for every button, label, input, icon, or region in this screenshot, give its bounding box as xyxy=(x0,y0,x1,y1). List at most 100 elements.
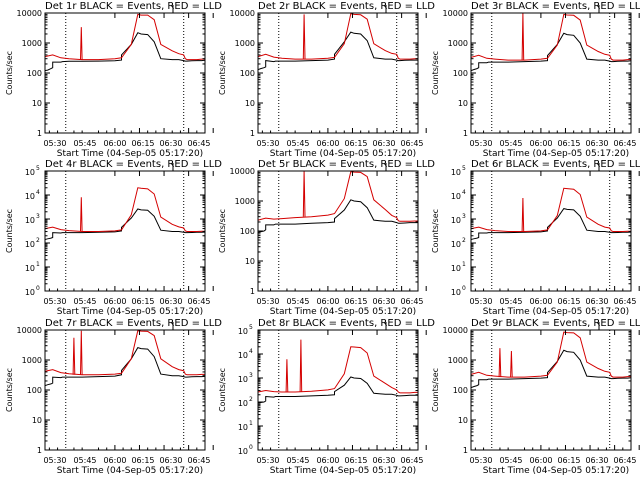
series-lld xyxy=(258,346,418,394)
y-tick-label: 100 xyxy=(240,227,255,236)
series-lld-spike xyxy=(521,13,525,61)
y-tick-label: 10 xyxy=(32,99,42,108)
chart-title: Det 4r BLACK = Events, RED = LLD xyxy=(45,159,222,170)
x-tick-label: 05:30 xyxy=(469,456,492,465)
y-tick-exponent: 1 xyxy=(36,261,40,268)
y-tick-label: 100 xyxy=(27,69,42,78)
corner-marker xyxy=(172,163,179,172)
y-axis-label: Counts/sec xyxy=(5,51,14,95)
x-tick-label: 05:30 xyxy=(43,297,66,306)
series-events xyxy=(471,208,631,240)
x-axis-label: Start Time (04-Sep-05 05:17:20) xyxy=(483,149,629,159)
y-tick-label: 10000 xyxy=(443,9,468,18)
y-tick-label: 1000 xyxy=(448,356,468,365)
y-tick-label: 10 xyxy=(451,168,461,177)
y-tick-label: 10 xyxy=(25,216,35,225)
x-tick-label: 05:45 xyxy=(73,297,96,306)
x-tick-label: 06:30 xyxy=(372,139,395,148)
x-tick-label: 06:30 xyxy=(372,297,395,306)
x-tick-label: 06:45 xyxy=(613,139,636,148)
chart-title: Det 6r BLACK = Events, RED = LLD xyxy=(471,159,640,170)
x-tick-label: 06:15 xyxy=(557,139,580,148)
y-tick-label: 10000 xyxy=(230,9,255,18)
series-lld-spike-2 xyxy=(80,330,83,375)
x-tick-label: 06:30 xyxy=(372,456,395,465)
x-tick-label: 06:45 xyxy=(400,456,423,465)
y-tick-label: 10000 xyxy=(230,167,255,176)
y-axis-label: Counts/sec xyxy=(218,209,227,253)
y-tick-exponent: 5 xyxy=(462,165,466,172)
y-tick-label: 1 xyxy=(37,129,42,138)
corner-marker xyxy=(385,322,392,331)
series-events xyxy=(258,199,418,233)
series-lld-spike xyxy=(302,171,306,217)
y-tick-label: 100 xyxy=(27,386,42,395)
x-axis-label: Start Time (04-Sep-05 05:17:20) xyxy=(483,307,629,317)
series-lld-spike-2 xyxy=(299,339,303,393)
y-tick-label: 10000 xyxy=(443,326,468,335)
y-tick-label: 10 xyxy=(25,240,35,249)
x-tick-label: 06:15 xyxy=(557,297,580,306)
chart-title: Det 5r BLACK = Events, RED = LLD xyxy=(258,159,435,170)
corner-marker xyxy=(385,5,392,14)
series-lld-spike-1 xyxy=(498,348,502,378)
y-tick-label: 10 xyxy=(238,447,248,456)
x-axis-label: Start Time (04-Sep-05 05:17:20) xyxy=(270,307,416,317)
series-lld-spike-1 xyxy=(285,359,289,393)
y-tick-exponent: 4 xyxy=(462,189,466,196)
chart-title: Det 8r BLACK = Events, RED = LLD xyxy=(258,318,435,329)
y-tick-label: 10 xyxy=(25,264,35,273)
x-axis-label: Start Time (04-Sep-05 05:17:20) xyxy=(270,149,416,159)
series-lld-spike xyxy=(80,27,83,60)
y-axis-label: Counts/sec xyxy=(5,209,14,253)
chart-title: Det 2r BLACK = Events, RED = LLD xyxy=(258,1,435,12)
corner-marker xyxy=(172,322,179,331)
series-events xyxy=(258,376,418,404)
y-tick-label: 10 xyxy=(238,423,248,432)
corner-marker xyxy=(598,5,605,14)
x-axis-label: Start Time (04-Sep-05 05:17:20) xyxy=(57,149,203,159)
x-tick-label: 06:15 xyxy=(557,456,580,465)
series-events xyxy=(45,208,205,240)
corner-marker xyxy=(598,163,605,172)
series-lld xyxy=(471,13,631,61)
y-tick-label: 10000 xyxy=(17,326,42,335)
x-tick-label: 06:45 xyxy=(613,297,636,306)
plot-frame xyxy=(44,329,206,451)
x-tick-label: 06:30 xyxy=(159,139,182,148)
x-axis-label: Start Time (04-Sep-05 05:17:20) xyxy=(57,466,203,476)
x-tick-label: 06:45 xyxy=(187,139,210,148)
plot-frame xyxy=(257,329,419,451)
x-tick-label: 06:00 xyxy=(529,456,552,465)
x-tick-label: 06:00 xyxy=(529,297,552,306)
y-tick-exponent: 4 xyxy=(36,189,40,196)
series-lld-spike xyxy=(521,197,525,232)
y-tick-label: 100 xyxy=(453,69,468,78)
x-tick-label: 05:45 xyxy=(73,139,96,148)
y-tick-exponent: 0 xyxy=(36,285,40,292)
y-tick-exponent: 0 xyxy=(249,444,253,451)
x-tick-label: 06:15 xyxy=(131,297,154,306)
x-tick-label: 06:00 xyxy=(529,139,552,148)
series-lld xyxy=(471,187,631,232)
y-axis-label: Counts/sec xyxy=(218,51,227,95)
y-tick-exponent: 2 xyxy=(36,237,40,244)
chart-title: Det 7r BLACK = Events, RED = LLD xyxy=(45,318,222,329)
chart-panel-9: Det 9r BLACK = Events, RED = LLD Counts/s… xyxy=(431,318,640,476)
series-lld-spike-1 xyxy=(72,337,76,375)
y-tick-exponent: 3 xyxy=(249,372,253,379)
series-lld xyxy=(45,330,205,376)
corner-marker xyxy=(385,163,392,172)
chart-title: Det 1r BLACK = Events, RED = LLD xyxy=(45,1,222,12)
y-tick-label: 1 xyxy=(463,129,468,138)
y-tick-exponent: 0 xyxy=(462,285,466,292)
x-tick-label: 05:45 xyxy=(499,297,522,306)
series-lld-spike-2 xyxy=(510,350,513,378)
y-tick-label: 10 xyxy=(25,192,35,201)
y-tick-exponent: 1 xyxy=(249,420,253,427)
y-axis-label: Counts/sec xyxy=(431,51,440,95)
y-tick-label: 10000 xyxy=(17,9,42,18)
x-tick-label: 06:00 xyxy=(103,139,126,148)
chart-title: Det 3r BLACK = Events, RED = LLD xyxy=(471,1,640,12)
chart-panel-3: Det 3r BLACK = Events, RED = LLD Counts/s… xyxy=(431,1,640,159)
